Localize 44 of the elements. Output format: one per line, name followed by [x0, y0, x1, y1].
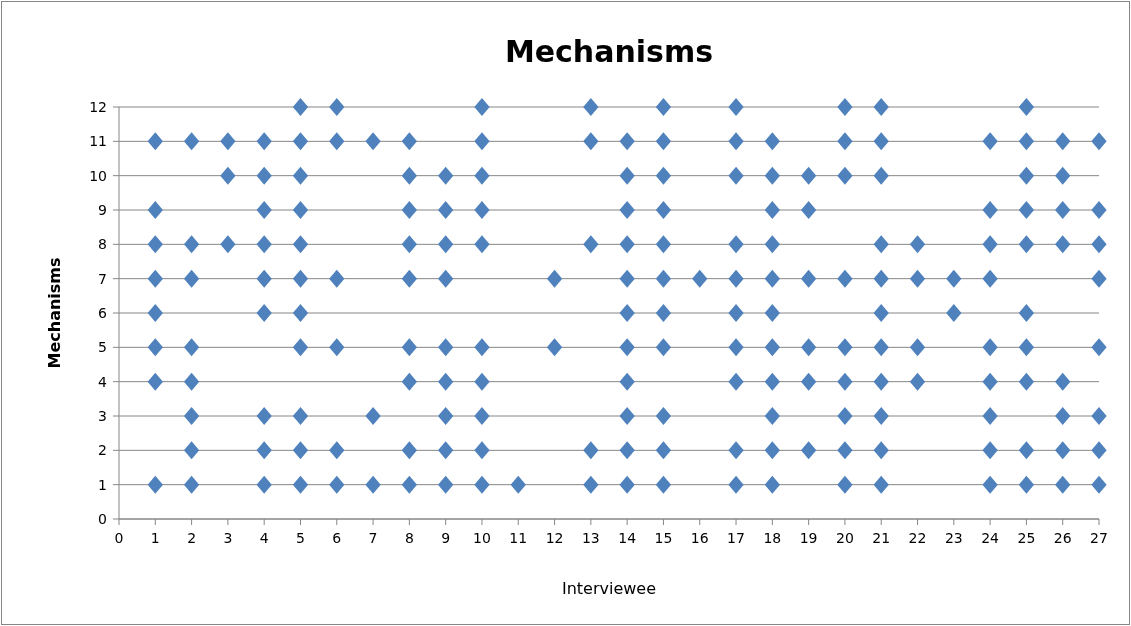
x-tick-label: 22 [908, 530, 927, 546]
y-tick-label: 1 [98, 476, 107, 493]
x-tick-label: 14 [618, 530, 637, 546]
y-tick-label: 0 [98, 511, 107, 527]
x-tick-label: 15 [654, 530, 673, 546]
x-tick-label: 24 [981, 530, 1000, 546]
x-tick-label: 1 [150, 530, 160, 546]
x-tick-label: 12 [545, 530, 564, 546]
x-tick-label: 19 [799, 530, 818, 546]
x-tick-label: 3 [223, 530, 233, 546]
x-tick-label: 27 [1090, 530, 1108, 546]
x-axis-title: Interviewee [561, 579, 657, 598]
y-tick-label: 3 [98, 408, 107, 424]
x-tick-label: 20 [836, 530, 854, 546]
x-tick-label: 25 [1017, 530, 1036, 546]
y-tick-label: 4 [98, 373, 108, 390]
x-tick-label: 5 [296, 530, 305, 546]
y-tick-label: 11 [89, 133, 107, 150]
y-axis-title: Mechanisms [45, 257, 64, 369]
x-tick-label: 2 [187, 530, 197, 546]
chart-title: Mechanisms [504, 34, 714, 69]
y-tick-label: 9 [98, 202, 107, 218]
x-tick-label: 23 [944, 530, 963, 546]
x-tick-label: 9 [441, 530, 451, 546]
x-tick-label: 17 [727, 530, 745, 546]
x-tick-label: 26 [1053, 530, 1072, 546]
x-tick-label: 13 [581, 530, 600, 546]
x-tick-label: 18 [763, 530, 782, 546]
x-tick-label: 16 [690, 530, 709, 546]
y-tick-label: 12 [89, 99, 107, 115]
y-tick-label: 10 [89, 167, 107, 184]
x-tick-label: 11 [509, 530, 528, 546]
y-tick-label: 5 [98, 339, 107, 356]
x-tick-label: 8 [404, 530, 414, 546]
y-tick-label: 8 [98, 236, 107, 253]
x-tick-label: 0 [114, 530, 124, 546]
y-tick-label: 7 [98, 270, 107, 287]
y-tick-label: 2 [98, 442, 107, 459]
x-tick-label: 4 [259, 530, 269, 546]
x-tick-label: 6 [332, 530, 342, 546]
x-tick-label: 7 [368, 530, 378, 546]
x-tick-label: 10 [473, 530, 491, 546]
y-tick-label: 6 [98, 305, 108, 321]
x-tick-label: 21 [872, 530, 891, 546]
